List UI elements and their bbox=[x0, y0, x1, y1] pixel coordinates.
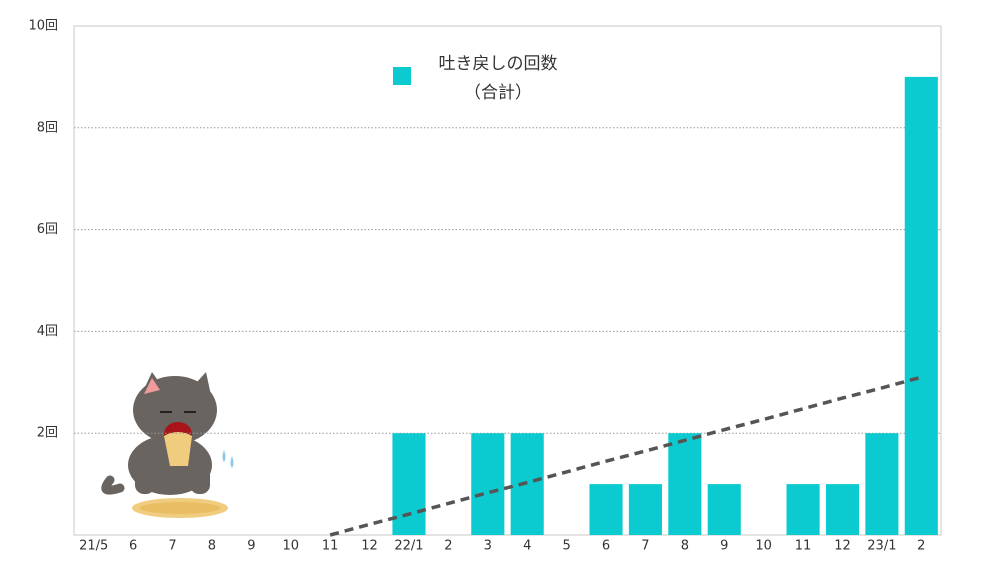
x-tick-label: 12 bbox=[361, 539, 378, 554]
x-tick-label: 12 bbox=[834, 539, 851, 554]
x-tick-label: 11 bbox=[795, 539, 812, 554]
bar bbox=[904, 76, 938, 536]
x-tick-label: 11 bbox=[322, 539, 339, 554]
legend-swatch bbox=[393, 67, 411, 85]
x-tick-label: 10 bbox=[755, 539, 772, 554]
cat-illustration bbox=[101, 372, 234, 518]
x-tick-label: 21/5 bbox=[79, 539, 108, 554]
x-tick-label: 7 bbox=[641, 539, 649, 554]
y-tick-label: 6回 bbox=[37, 222, 58, 237]
x-tick-label: 23/1 bbox=[867, 539, 896, 554]
bar bbox=[786, 484, 820, 535]
bar bbox=[707, 484, 741, 535]
x-tick-label: 2 bbox=[444, 539, 452, 554]
y-tick-label: 10回 bbox=[28, 19, 58, 34]
x-tick-label: 10 bbox=[282, 539, 299, 554]
x-tick-label: 6 bbox=[129, 539, 137, 554]
x-tick-label: 9 bbox=[247, 539, 255, 554]
x-tick-label: 9 bbox=[720, 539, 728, 554]
y-tick-label: 2回 bbox=[37, 426, 58, 441]
legend-label: 吐き戻しの回数（合計） bbox=[438, 54, 558, 103]
x-tick-label: 2 bbox=[917, 539, 925, 554]
x-tick-label: 8 bbox=[681, 539, 689, 554]
y-tick-label: 4回 bbox=[37, 324, 58, 339]
bar bbox=[825, 484, 860, 535]
x-tick-label: 3 bbox=[484, 539, 492, 554]
plot-frame bbox=[73, 25, 942, 536]
x-tick-label: 22/1 bbox=[394, 539, 423, 554]
y-tick-label: 8回 bbox=[37, 120, 58, 135]
bar bbox=[628, 484, 662, 535]
trend-line bbox=[329, 375, 922, 537]
x-tick-label: 5 bbox=[562, 539, 570, 554]
bar bbox=[589, 484, 623, 535]
x-tick-label: 8 bbox=[208, 539, 216, 554]
bar bbox=[471, 433, 505, 535]
x-tick-label: 6 bbox=[602, 539, 610, 554]
x-tick-label: 4 bbox=[523, 539, 531, 554]
x-tick-label: 7 bbox=[168, 539, 176, 554]
bar bbox=[865, 433, 899, 535]
bar bbox=[392, 433, 426, 535]
bar bbox=[668, 433, 702, 535]
